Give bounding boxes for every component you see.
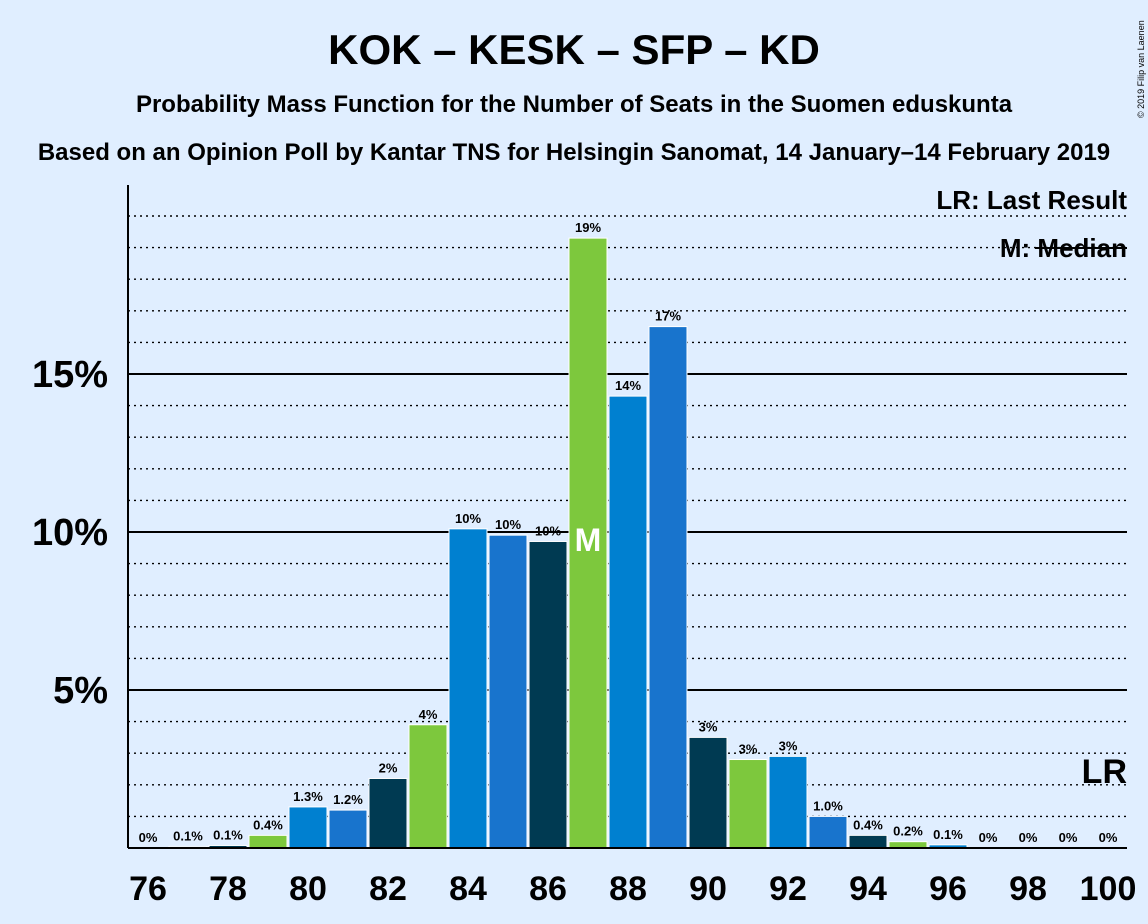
bars-group	[168, 237, 968, 849]
bar-label-87: 19%	[575, 220, 601, 235]
axes-group: 5% 10% 15% 76 78 80 82 84 86 88 90 92 94 96 98 100	[32, 185, 1136, 908]
bar-label-81: 1.2%	[333, 792, 363, 807]
x-tick-label: 80	[289, 870, 327, 908]
chart-subtitle-poll: Based on an Opinion Poll by Kantar TNS f…	[38, 139, 1110, 166]
bar-label-82: 2%	[379, 760, 398, 775]
bar-92	[768, 755, 808, 849]
bar-85	[488, 534, 528, 849]
x-tick-label: 90	[689, 870, 727, 908]
bar-label-88: 14%	[615, 378, 641, 393]
legend-last-result: LR: Last Result	[936, 185, 1127, 215]
bar-label-90: 3%	[699, 719, 718, 734]
bar-83	[408, 724, 448, 849]
bar-label-93: 1.0%	[813, 798, 843, 813]
x-tick-label: 98	[1009, 870, 1047, 908]
x-tick-label: 76	[129, 870, 167, 908]
x-tick-label: 84	[449, 870, 487, 908]
bar-label-97: 0%	[979, 830, 998, 845]
x-tick-label: 100	[1080, 870, 1137, 908]
chart-title: KOK – KESK – SFP – KD	[328, 26, 820, 73]
bar-label-99: 0%	[1059, 830, 1078, 845]
bar-81	[328, 809, 368, 849]
last-result-marker: LR	[1082, 753, 1127, 791]
bar-labels-group: 0% 0.1% 0.1% 0.4% 1.3% 1.2% 2% 4% 10% 10% 10% 19% M 1…	[139, 220, 1118, 845]
bar-79	[248, 834, 288, 849]
bar-label-79: 0.4%	[253, 817, 283, 832]
bar-label-96: 0.1%	[933, 827, 963, 842]
bar-label-86: 10%	[535, 523, 561, 538]
bar-88	[608, 395, 648, 849]
bar-93	[808, 815, 848, 849]
bar-label-94: 0.4%	[853, 817, 883, 832]
median-marker: M	[575, 522, 602, 558]
bar-label-98: 0%	[1019, 830, 1038, 845]
bar-label-83: 4%	[419, 707, 438, 722]
bar-label-84: 10%	[455, 511, 481, 526]
x-tick-label: 96	[929, 870, 967, 908]
bar-80	[288, 806, 328, 849]
bar-label-100: 0%	[1099, 830, 1118, 845]
x-tick-label: 94	[849, 870, 887, 908]
bar-87	[568, 237, 608, 849]
bar-label-76: 0%	[139, 830, 158, 845]
bar-89	[648, 326, 688, 849]
y-tick-label: 5%	[53, 670, 108, 712]
bar-91	[728, 759, 768, 849]
bar-82	[368, 777, 408, 849]
bar-94	[848, 834, 888, 849]
y-tick-label: 10%	[32, 512, 108, 554]
bar-label-78: 0.1%	[213, 827, 243, 842]
x-tick-label: 82	[369, 870, 407, 908]
bar-label-91: 3%	[739, 742, 758, 757]
y-tick-label: 15%	[32, 354, 108, 396]
bar-label-80: 1.3%	[293, 789, 323, 804]
bar-label-92: 3%	[779, 738, 798, 753]
bar-90	[688, 736, 728, 849]
copyright-note: © 2019 Filip van Laenen	[1136, 20, 1146, 118]
chart-subtitle: Probability Mass Function for the Number…	[136, 91, 1013, 118]
bar-label-85: 10%	[495, 517, 521, 532]
bar-84	[448, 528, 488, 849]
bar-label-77: 0.1%	[173, 828, 203, 843]
bar-86	[528, 540, 568, 849]
x-tick-label: 92	[769, 870, 807, 908]
x-tick-label: 78	[209, 870, 247, 908]
x-tick-label: 86	[529, 870, 567, 908]
bar-label-95: 0.2%	[893, 824, 923, 839]
x-tick-label: 88	[609, 870, 647, 908]
bar-label-89: 17%	[655, 309, 681, 324]
